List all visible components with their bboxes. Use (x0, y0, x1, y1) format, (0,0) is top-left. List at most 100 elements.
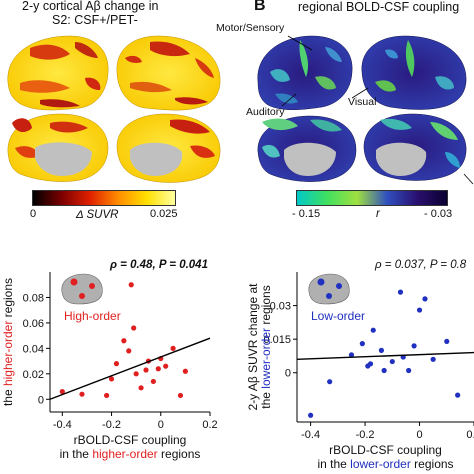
data-point (378, 347, 385, 353)
x-tick-label: 0.2 (202, 419, 217, 431)
data-point (131, 325, 137, 331)
panel-b-letter: B (254, 0, 266, 14)
panel-b-colorbar-max: - 0.03 (424, 208, 453, 220)
brain-medial-left-a (7, 113, 109, 182)
inset-region (79, 293, 85, 299)
panel-a-colorbar-min: 0 (30, 208, 37, 220)
x-tick-label: 0 (416, 429, 422, 441)
stat-label: ρ = 0.48, P = 0.041 (109, 259, 208, 271)
y-tick-label: 0.02 (23, 369, 44, 381)
data-point (444, 338, 450, 345)
panel-a-colorbar-max: 0.025 (150, 208, 178, 220)
inset-brain-shape (61, 273, 103, 305)
brain-lateral-left-b (257, 35, 353, 110)
brain-medial-left-b (257, 115, 357, 182)
y-tick-label: 0.015 (263, 334, 291, 346)
data-point (367, 361, 374, 367)
y-tick-label: 0.08 (23, 292, 44, 304)
data-point (108, 376, 115, 382)
data-point (422, 296, 428, 302)
data-point (397, 289, 404, 295)
data-point (370, 327, 376, 333)
data-point (359, 341, 365, 347)
panel-b-label-auditory: Auditory (246, 106, 285, 118)
inset-region (326, 293, 332, 299)
inset-region (336, 283, 342, 289)
data-point (133, 371, 139, 377)
data-point (182, 368, 188, 374)
data-point (348, 352, 355, 358)
panel-b: B regional BOLD-CSF coupling (216, 0, 474, 240)
y-tick-label: 0.03 (270, 301, 291, 313)
x-axis-label-line1: rBOLD-CSF coupling (74, 433, 187, 447)
x-tick-label: 0.2 (466, 429, 474, 441)
inset-brain-icon (61, 273, 103, 305)
inset-label: High-order (64, 309, 121, 323)
data-point (128, 282, 134, 288)
data-point (308, 412, 314, 418)
brain-lateral-right-b (361, 35, 467, 110)
y-axis-label: the higher-order regions (1, 278, 15, 406)
panel-b-colorbar-mid: r (376, 208, 380, 220)
x-axis-label-line2: in the lower-order regions (317, 457, 453, 471)
data-point (381, 367, 387, 374)
data-point (138, 385, 144, 391)
brain-medial-right-b (363, 113, 467, 181)
inset-region (70, 278, 78, 286)
x-axis-label-line2: in the higher-order regions (60, 447, 201, 461)
panel-b-label-visual: Visual (348, 96, 377, 108)
data-point (177, 392, 184, 399)
data-point (327, 379, 333, 385)
inset-region (89, 283, 95, 289)
data-point (389, 358, 395, 365)
regression-line (296, 351, 474, 361)
data-point (121, 338, 127, 344)
panel-b-brain-maps (257, 35, 474, 185)
x-tick-label: 0 (158, 419, 164, 431)
x-tick-label: -0.2 (102, 419, 121, 431)
panel-a-colorbar (32, 190, 176, 206)
scatter-plot-lower-order: -0.4 -0.2 0 0.2 0 0.015 0.03 ρ = 0.037, P = 0.8… (246, 259, 474, 471)
data-point (104, 392, 110, 399)
panel-a: 2-y cortical Aβ change in S2: CSF+/PET- (0, 0, 230, 240)
y-tick-label: 0.04 (23, 343, 44, 355)
x-tick-label: -0.4 (301, 429, 320, 441)
panel-b-colorbar (296, 190, 448, 206)
data-point (79, 391, 85, 397)
data-point (150, 378, 156, 385)
y-tick-label: 0 (38, 394, 44, 406)
y-tick-label: 0 (285, 368, 291, 380)
data-point (126, 348, 132, 354)
y-axis-label: the lower-order regions (259, 285, 273, 408)
data-point (170, 345, 176, 351)
panel-a-colorbar-quantity: Δ SUVR (76, 209, 119, 221)
x-tick-label: -0.2 (356, 429, 375, 441)
inset-region (317, 278, 325, 286)
inset-label: Low-order (311, 309, 365, 323)
data-point (411, 343, 417, 349)
panel-a-title-line2: S2: CSF+/PET- (52, 13, 138, 27)
panel-a-brain-maps (7, 35, 221, 183)
panel-b-label-motor: Motor/Sensory (216, 22, 285, 34)
scatter-plot-higher-order: -0.4 -0.2 0 0.2 0 0.02 0.04 0.06 0.08 ρ = 0.48, P… (1, 259, 218, 461)
data-point (143, 367, 149, 373)
y-axis-label-line1: 2-y Aβ SUVR change at (246, 283, 260, 411)
panel-b-title: regional BOLD-CSF coupling (298, 0, 460, 14)
brain-lateral-right-a (116, 35, 221, 111)
data-point (59, 389, 65, 395)
x-axis-label-line1: rBOLD-CSF coupling (329, 443, 442, 457)
data-point (163, 363, 169, 369)
brain-lateral-left-a (7, 35, 109, 111)
data-point (416, 307, 423, 313)
inset-brain-shape (308, 273, 350, 305)
panel-b-colorbar-min: - 0.15 (292, 208, 321, 220)
data-point (406, 367, 412, 374)
brain-medial-right-a (116, 113, 221, 183)
data-point (113, 361, 120, 367)
x-tick-label: -0.4 (53, 419, 72, 431)
data-point (455, 392, 461, 398)
data-point (430, 356, 436, 362)
inset-brain-icon (308, 273, 350, 305)
y-tick-label: 0.06 (23, 318, 44, 330)
data-point (155, 366, 161, 372)
